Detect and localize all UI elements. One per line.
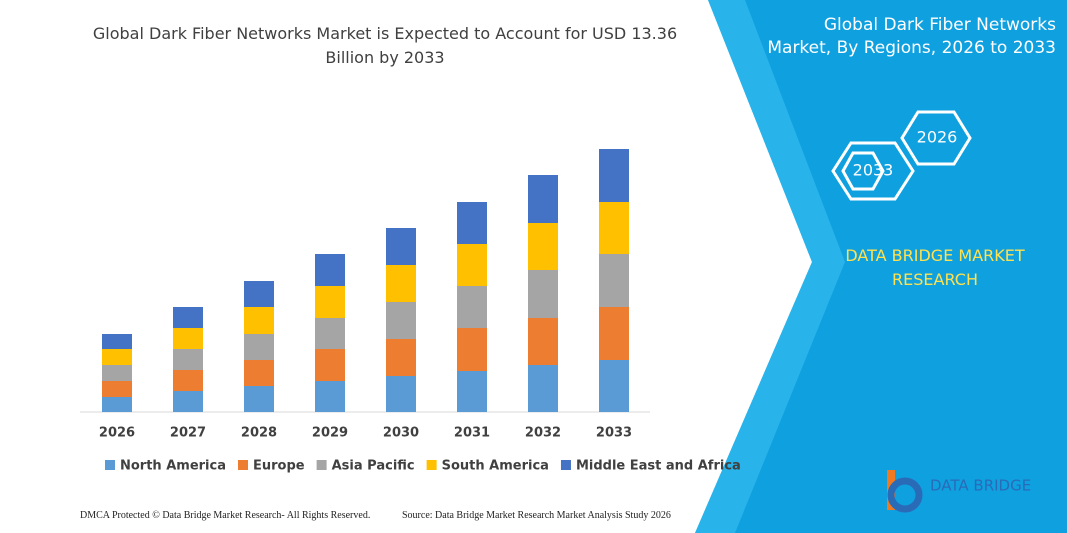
bar-segment [528,223,558,270]
bar-segment [457,202,487,244]
bar-segment [528,318,558,365]
bar-segment [173,328,203,349]
x-tick-label: 2031 [454,426,490,441]
bar-segment [457,286,487,328]
bar-segment [244,386,274,412]
bar-segment [528,270,558,318]
hexagon-label: 2026 [917,128,958,147]
legend-swatch [426,460,437,470]
x-tick-label: 2026 [99,426,135,441]
legend-swatch [238,460,248,470]
chart-title: Global Dark Fiber Networks Market is Exp… [92,24,678,67]
legend-label: North America [120,459,226,474]
legend-label: Middle East and Africa [576,459,741,474]
bar-segment [173,370,203,391]
hexagon [900,110,972,166]
bar-segment [244,281,274,307]
bar-segment [102,365,132,381]
panel-edge [695,0,845,533]
legend-swatch [316,460,327,470]
bar-segment [386,376,416,412]
bar-segment [386,302,416,339]
bar-segment [102,334,132,349]
x-tick-label: 2027 [170,426,206,441]
bar-segment [528,175,558,223]
bar-segment [173,349,203,370]
legend-swatch [560,460,571,470]
logo-mark [887,470,923,513]
legend-label: South America [442,459,549,474]
bar-segment [315,349,345,381]
x-tick-label: 2028 [241,426,277,441]
bar-segment [102,349,132,365]
logo-text: DATA BRIDGE [930,477,1031,495]
legend-label: Asia Pacific [332,459,415,474]
bar-segment [457,328,487,371]
hexagon-label: 2033 [853,161,894,180]
x-tick-label: 2032 [525,426,561,441]
bar-segment [599,307,629,360]
bar-segment [173,307,203,328]
bar-segment [599,360,629,412]
bar-segment [457,244,487,286]
x-tick-label: 2033 [596,426,632,441]
hexagon [841,151,885,191]
footer-right: Source: Data Bridge Market Research Mark… [402,510,671,521]
bar-segment [244,307,274,334]
bar-segment [244,334,274,360]
legend-label: Europe [253,459,305,474]
legend-swatch [105,460,115,470]
x-tick-label: 2029 [312,426,348,441]
bar-segment [386,339,416,376]
bar-segment [386,265,416,302]
bar-segment [315,318,345,349]
x-tick-label: 2030 [383,426,419,441]
bar-segment [315,286,345,318]
bar-segment [173,391,203,412]
bar-segment [102,397,132,412]
bar-segment [457,371,487,412]
bar-segment [315,254,345,286]
bar-segment [102,381,132,397]
bar-segment [528,365,558,412]
panel-title: Global Dark Fiber Networks Market, By Re… [767,15,1056,58]
hexagon [831,141,915,201]
bar-segment [386,228,416,265]
bar-segment [599,149,629,202]
footer-left: DMCA Protected © Data Bridge Market Rese… [80,510,371,521]
brand: DATA BRIDGE MARKET RESEARCH [845,246,1025,289]
bar-segment [599,202,629,254]
bar-segment [244,360,274,386]
bar-segment [315,381,345,412]
bar-segment [599,254,629,307]
